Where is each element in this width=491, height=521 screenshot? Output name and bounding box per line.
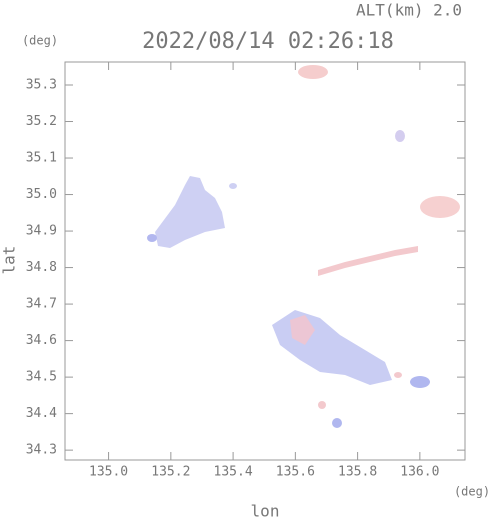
x-tick-label: 135.4 <box>214 465 253 480</box>
x-tick-label: 136.0 <box>400 465 439 480</box>
x-tick-label: 135.6 <box>276 465 315 480</box>
echo <box>147 234 157 242</box>
echo <box>272 310 392 385</box>
y-tick-label: 35.3 <box>26 78 57 93</box>
y-tick-label: 34.5 <box>26 370 57 385</box>
echo <box>298 65 328 79</box>
y-tick-label: 34.9 <box>26 224 57 239</box>
echo <box>290 315 315 345</box>
echo <box>410 376 430 388</box>
y-unit: (deg) <box>22 34 58 48</box>
x-tick-label: 135.8 <box>338 465 377 480</box>
echo <box>332 418 342 428</box>
x-tick-label: 135.0 <box>89 465 128 480</box>
chart-title: 2022/08/14 02:26:18 <box>142 29 394 54</box>
y-axis-label: lat <box>0 246 19 275</box>
echo <box>394 372 402 378</box>
x-tick-label: 135.2 <box>151 465 190 480</box>
echo <box>155 176 225 248</box>
y-tick-label: 34.6 <box>26 333 57 348</box>
y-tick-label: 34.8 <box>26 260 57 275</box>
y-tick-label: 35.2 <box>26 114 57 129</box>
echoes <box>147 65 460 428</box>
echo <box>229 183 237 189</box>
subtitle: ALT(km) 2.0 <box>356 1 462 20</box>
echo <box>395 130 405 142</box>
x-axis-label: lon <box>251 502 280 521</box>
x-unit: (deg) <box>454 485 490 499</box>
plot-frame <box>64 61 466 461</box>
y-tick-label: 34.3 <box>26 443 57 458</box>
y-tick-label: 34.7 <box>26 297 57 312</box>
echo <box>318 401 326 409</box>
y-tick-label: 35.0 <box>26 187 57 202</box>
echo <box>318 246 418 276</box>
y-tick-label: 34.4 <box>26 406 57 421</box>
echo <box>420 196 460 218</box>
y-tick-label: 35.1 <box>26 151 57 166</box>
